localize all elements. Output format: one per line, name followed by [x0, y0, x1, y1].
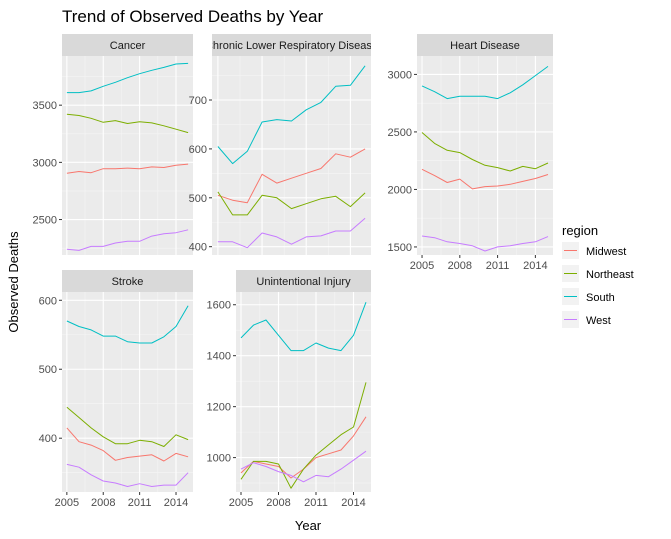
x-tick-label: 2008 [266, 497, 290, 509]
strip-label-chronic-lower-respiratory-disease: Chronic Lower Respiratory Disease [205, 40, 378, 52]
y-tick-label: 3000 [388, 69, 412, 81]
y-tick-label: 3000 [33, 157, 57, 169]
legend-label-midwest: Midwest [586, 246, 626, 258]
y-tick-label: 3500 [33, 100, 57, 112]
y-tick-label: 400 [189, 242, 207, 254]
series-line-heart-disease-midwest [421, 168, 549, 190]
strip-heart-disease [417, 34, 553, 56]
series-line-heart-disease-west [421, 235, 549, 252]
legend-label-west: West [586, 315, 611, 327]
series-line-unintentional-injury-south [240, 302, 367, 352]
panel-unintentional-injury: Unintentional Injury 1000 1200 1400 1600 2005… [207, 270, 371, 509]
x-tick-label: 2005 [55, 497, 79, 509]
strip-stroke [62, 270, 193, 292]
x-tick-label: 2008 [91, 497, 115, 509]
panel-background-unintentional-injury [236, 292, 371, 492]
strip-cancer [62, 34, 193, 56]
y-tick-label: 500 [39, 364, 57, 376]
strip-label-heart-disease: Heart Disease [450, 40, 520, 52]
x-tick-label: 2014 [341, 497, 365, 509]
y-tick-label: 1200 [207, 402, 231, 414]
y-tick-label: 2500 [388, 127, 412, 139]
y-tick-label: 700 [189, 95, 207, 107]
legend-label-northeast: Northeast [586, 269, 634, 281]
panel-chronic-lower-respiratory-disease: Chronic Lower Respiratory Disease 400 500 6… [189, 34, 378, 255]
chart-title: Trend of Observed Deaths by Year [62, 7, 323, 26]
panel-heart-disease: Heart Disease 1500 2000 2500 3000 2005 2008 201… [388, 34, 553, 272]
panel-stroke: Stroke 400 500 600 2005 2008 2011 2014 [39, 270, 193, 509]
panel-background-heart-disease [417, 56, 553, 255]
series-line-stroke-northeast [66, 406, 189, 447]
legend: region Midwest Northeast South West [562, 223, 634, 328]
legend-title: region [562, 223, 598, 238]
x-tick-label: 2011 [486, 260, 510, 272]
y-tick-label: 1600 [207, 300, 231, 312]
strip-label-cancer: Cancer [110, 40, 146, 52]
y-tick-label: 500 [189, 193, 207, 205]
series-line-chronic-lower-respiratory-disease-west [217, 217, 366, 249]
x-axis-title: Year [295, 518, 322, 533]
x-tick-label: 2014 [164, 497, 188, 509]
panel-background-stroke [62, 292, 193, 492]
y-tick-label: 2500 [33, 215, 57, 227]
x-tick-label: 2011 [128, 497, 152, 509]
strip-label-unintentional-injury: Unintentional Injury [256, 276, 351, 288]
y-tick-label: 400 [39, 433, 57, 445]
series-line-cancer-northeast [66, 113, 189, 134]
series-line-stroke-south [66, 305, 189, 344]
legend-label-south: South [586, 292, 615, 304]
y-tick-label: 600 [39, 295, 57, 307]
series-line-chronic-lower-respiratory-disease-midwest [217, 148, 366, 204]
series-line-unintentional-injury-northeast [240, 382, 367, 489]
series-line-cancer-south [66, 62, 189, 94]
series-line-unintentional-injury-west [240, 450, 367, 483]
series-line-cancer-midwest [66, 163, 189, 174]
x-tick-label: 2014 [523, 260, 547, 272]
series-line-chronic-lower-respiratory-disease-northeast [217, 191, 366, 216]
panel-cancer: Cancer 2500 3000 3500 [33, 34, 193, 255]
panels-layer: Cancer 2500 3000 3500 Chronic Lower Respirat… [33, 34, 553, 509]
y-tick-label: 1000 [207, 453, 231, 465]
series-line-chronic-lower-respiratory-disease-south [217, 65, 366, 165]
strip-chronic-lower-respiratory-disease [212, 34, 371, 56]
strip-label-stroke: Stroke [112, 276, 144, 288]
x-tick-label: 2005 [229, 497, 253, 509]
series-line-cancer-west [66, 229, 189, 251]
panel-background-cancer [62, 56, 193, 255]
x-tick-label: 2005 [410, 260, 434, 272]
y-tick-label: 2000 [388, 184, 412, 196]
series-line-heart-disease-northeast [421, 132, 549, 172]
y-axis-title: Observed Deaths [6, 231, 21, 333]
series-line-stroke-midwest [66, 427, 189, 462]
series-line-stroke-west [66, 463, 189, 487]
strip-unintentional-injury [236, 270, 371, 292]
y-tick-label: 1500 [388, 242, 412, 254]
y-tick-label: 600 [189, 144, 207, 156]
x-tick-label: 2008 [448, 260, 472, 272]
x-tick-label: 2011 [304, 497, 328, 509]
y-tick-label: 1400 [207, 351, 231, 363]
series-line-heart-disease-south [421, 65, 549, 100]
